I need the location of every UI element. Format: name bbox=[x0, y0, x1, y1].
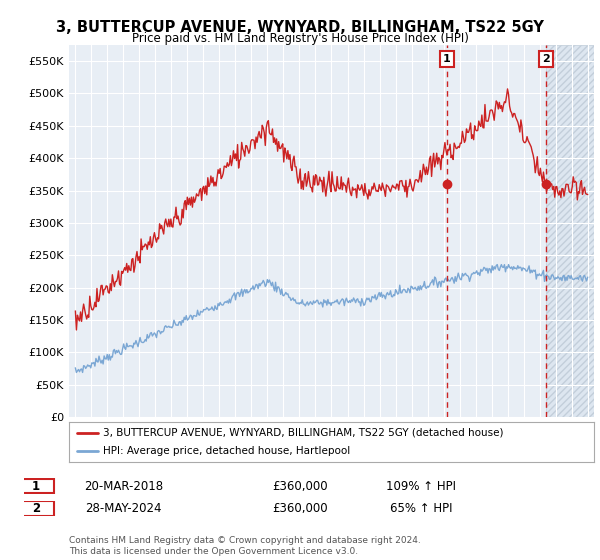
FancyBboxPatch shape bbox=[19, 479, 55, 493]
Text: £360,000: £360,000 bbox=[272, 502, 328, 515]
FancyBboxPatch shape bbox=[19, 501, 55, 516]
Text: 65% ↑ HPI: 65% ↑ HPI bbox=[390, 502, 452, 515]
Bar bbox=[546, 45, 594, 417]
Text: Price paid vs. HM Land Registry's House Price Index (HPI): Price paid vs. HM Land Registry's House … bbox=[131, 32, 469, 45]
Text: 28-MAY-2024: 28-MAY-2024 bbox=[85, 502, 161, 515]
Text: Contains HM Land Registry data © Crown copyright and database right 2024.
This d: Contains HM Land Registry data © Crown c… bbox=[69, 536, 421, 556]
Text: 2: 2 bbox=[32, 502, 40, 515]
Text: £360,000: £360,000 bbox=[272, 479, 328, 493]
Text: 3, BUTTERCUP AVENUE, WYNYARD, BILLINGHAM, TS22 5GY (detached house): 3, BUTTERCUP AVENUE, WYNYARD, BILLINGHAM… bbox=[103, 428, 503, 437]
Text: 1: 1 bbox=[443, 54, 451, 64]
Text: 109% ↑ HPI: 109% ↑ HPI bbox=[386, 479, 457, 493]
Text: 1: 1 bbox=[32, 479, 40, 493]
Text: HPI: Average price, detached house, Hartlepool: HPI: Average price, detached house, Hart… bbox=[103, 446, 350, 456]
Text: 20-MAR-2018: 20-MAR-2018 bbox=[84, 479, 163, 493]
Text: 3, BUTTERCUP AVENUE, WYNYARD, BILLINGHAM, TS22 5GY: 3, BUTTERCUP AVENUE, WYNYARD, BILLINGHAM… bbox=[56, 20, 544, 35]
Text: 2: 2 bbox=[542, 54, 550, 64]
